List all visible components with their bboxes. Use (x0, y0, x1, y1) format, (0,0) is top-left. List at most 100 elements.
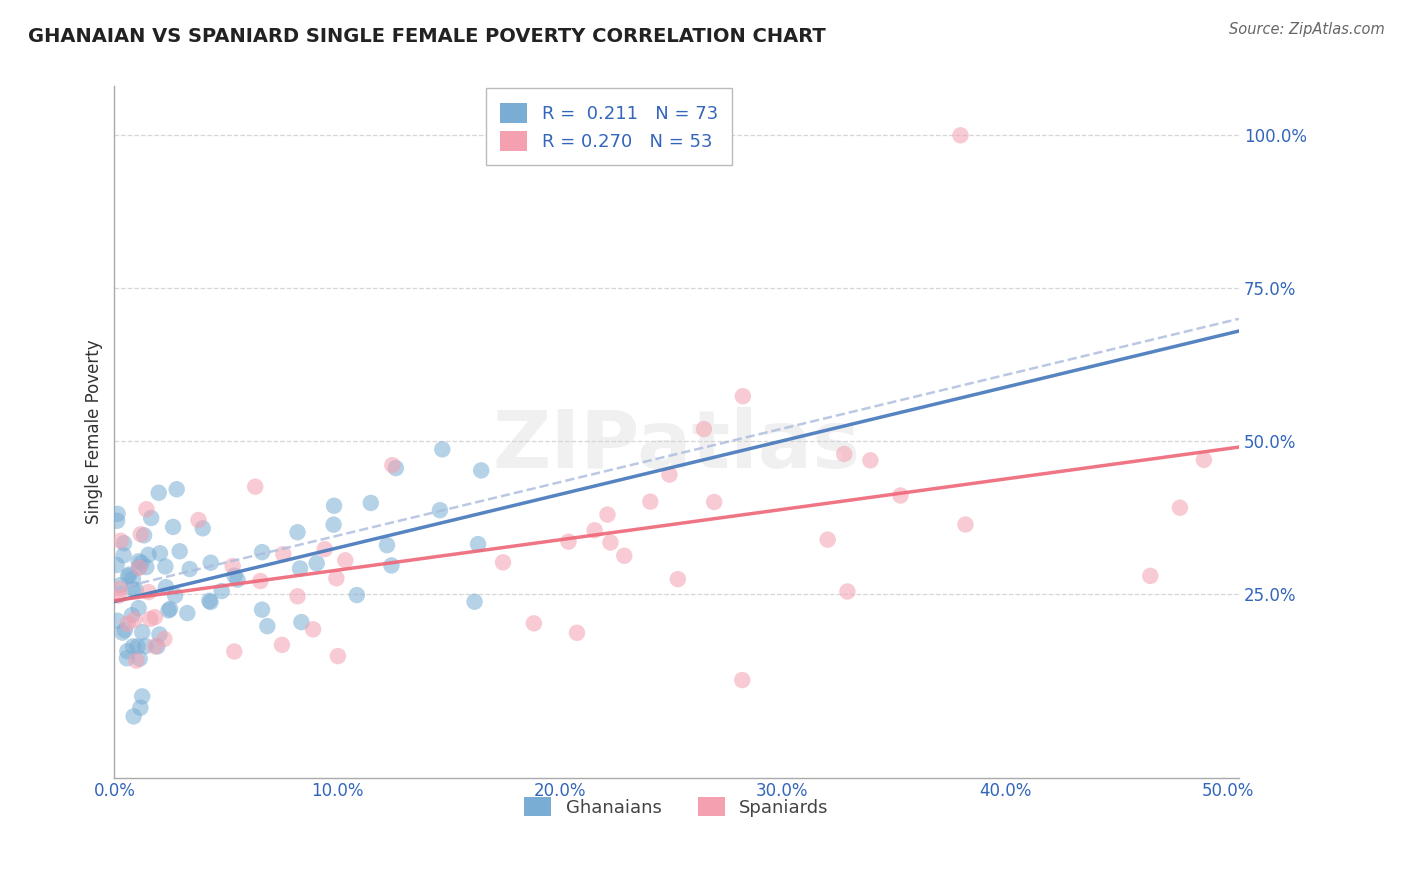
Point (302, 623, 325, 637)
Point (381, 458, 404, 472)
Point (191, 521, 214, 535)
Point (108, 582, 131, 596)
Point (159, 602, 181, 616)
Point (375, 538, 398, 552)
Point (138, 548, 160, 562)
Point (859, 453, 882, 467)
Point (658, 467, 681, 482)
Point (224, 568, 246, 582)
Point (731, 389, 754, 403)
Point (143, 640, 166, 654)
Point (326, 649, 349, 664)
Point (166, 482, 188, 496)
Point (169, 544, 191, 558)
Point (1139, 569, 1161, 583)
Point (335, 553, 357, 567)
Point (731, 673, 754, 687)
Point (122, 640, 145, 654)
Point (117, 569, 139, 583)
Point (832, 447, 855, 461)
Point (125, 582, 148, 597)
Point (176, 606, 198, 620)
Point (117, 616, 139, 631)
Point (492, 555, 515, 569)
Point (211, 584, 233, 599)
Point (129, 527, 152, 541)
Point (256, 619, 278, 633)
Point (165, 589, 187, 603)
Point (955, 517, 977, 532)
Point (693, 422, 716, 436)
Point (127, 640, 149, 654)
Point (121, 582, 143, 597)
Point (131, 556, 153, 570)
Point (288, 561, 311, 575)
Text: Source: ZipAtlas.com: Source: ZipAtlas.com (1229, 22, 1385, 37)
Point (107, 507, 129, 521)
Point (305, 556, 328, 570)
Point (385, 461, 408, 475)
Point (153, 632, 176, 646)
Point (249, 574, 271, 588)
Point (889, 489, 911, 503)
Point (464, 595, 486, 609)
Point (114, 623, 136, 637)
Point (583, 523, 606, 537)
Point (131, 625, 153, 640)
Point (155, 580, 177, 594)
Point (198, 594, 221, 608)
Point (125, 654, 148, 668)
Point (128, 554, 150, 568)
Point (122, 709, 145, 723)
Point (105, 558, 128, 572)
Point (105, 514, 128, 528)
Point (132, 528, 155, 542)
Point (949, 128, 972, 143)
Point (128, 560, 150, 574)
Point (271, 638, 294, 652)
Point (470, 463, 492, 477)
Point (117, 644, 139, 658)
Point (157, 603, 180, 617)
Point (148, 485, 170, 500)
Point (613, 549, 636, 563)
Point (322, 517, 344, 532)
Point (128, 651, 150, 665)
Point (200, 595, 222, 609)
Point (360, 496, 382, 510)
Point (112, 536, 135, 550)
Point (226, 573, 249, 587)
Point (290, 615, 312, 629)
Point (346, 588, 368, 602)
Point (135, 502, 157, 516)
Text: GHANAIAN VS SPANIARD SINGLE FEMALE POVERTY CORRELATION CHART: GHANAIAN VS SPANIARD SINGLE FEMALE POVER… (28, 27, 825, 45)
Point (122, 572, 145, 586)
Point (179, 562, 201, 576)
Point (108, 589, 131, 603)
Point (135, 560, 157, 574)
Point (148, 627, 170, 641)
Point (149, 546, 172, 560)
Point (143, 610, 166, 624)
Point (325, 571, 347, 585)
Point (287, 589, 309, 603)
Point (1192, 453, 1215, 467)
Point (139, 612, 162, 626)
Point (245, 480, 267, 494)
Point (111, 625, 134, 640)
Point (557, 534, 579, 549)
Point (131, 690, 153, 704)
Point (565, 625, 588, 640)
Point (200, 556, 222, 570)
Point (138, 585, 160, 599)
Point (221, 559, 243, 574)
Point (523, 616, 546, 631)
Point (129, 700, 152, 714)
Point (380, 558, 402, 573)
Point (640, 494, 662, 508)
Point (115, 651, 138, 665)
Legend: Ghanaians, Spaniards: Ghanaians, Spaniards (517, 789, 837, 824)
Point (118, 567, 141, 582)
Point (666, 572, 689, 586)
Point (599, 535, 621, 549)
